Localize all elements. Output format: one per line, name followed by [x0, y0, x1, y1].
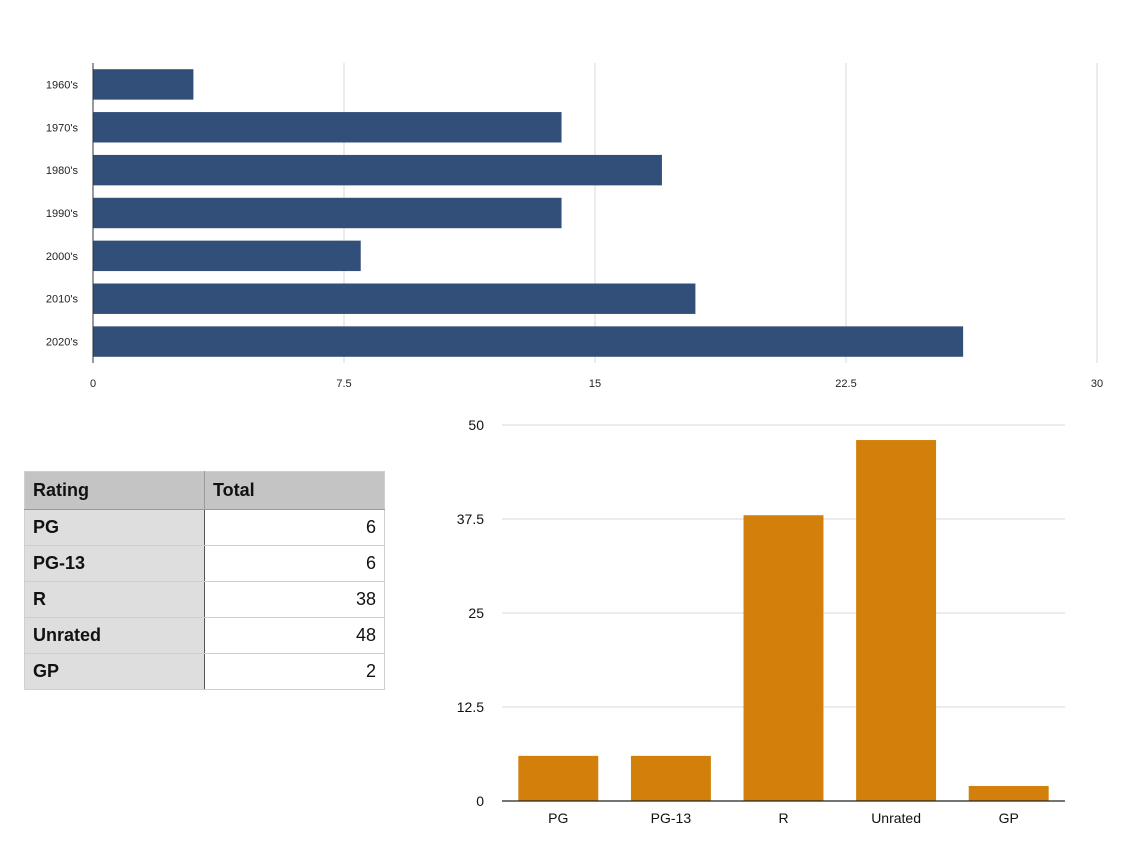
table-header-row: Rating Total [24, 471, 385, 510]
y-tick-label: 0 [476, 793, 484, 809]
bar [93, 112, 562, 143]
x-tick-label: 22.5 [835, 378, 856, 390]
total-cell: 38 [204, 581, 385, 618]
y-tick-label: 37.5 [457, 511, 484, 527]
category-label: 1990's [46, 208, 79, 220]
header-total: Total [204, 471, 385, 510]
category-label: GP [999, 810, 1019, 826]
total-cell: 48 [204, 617, 385, 654]
bar [93, 283, 696, 314]
bar [93, 240, 361, 272]
bar [93, 197, 562, 229]
bar [93, 326, 964, 357]
x-tick-label: 15 [589, 378, 601, 390]
header-rating: Rating [24, 471, 205, 510]
category-label: 2020's [46, 337, 79, 349]
table-row: Unrated 48 [24, 617, 385, 654]
y-tick-label: 50 [468, 417, 484, 433]
table-row: GP 2 [24, 653, 385, 690]
x-tick-label: 0 [90, 378, 96, 390]
category-label: Unrated [871, 810, 921, 826]
category-label: PG [548, 810, 568, 826]
category-label: 1980's [46, 165, 79, 177]
bar [93, 69, 194, 100]
rating-cell: GP [24, 653, 205, 690]
rating-cell: Unrated [24, 617, 205, 654]
total-cell: 6 [204, 509, 385, 546]
y-tick-label: 25 [468, 605, 484, 621]
total-cell: 2 [204, 653, 385, 690]
total-cell: 6 [204, 545, 385, 582]
table-row: PG 6 [24, 509, 385, 546]
category-label: 2000's [46, 251, 79, 263]
bar [743, 515, 824, 801]
bar [518, 755, 599, 801]
category-label: 1970's [46, 122, 79, 134]
rating-cell: R [24, 581, 205, 618]
category-label: PG-13 [651, 810, 692, 826]
rating-table: Rating Total PG 6 PG-13 6 R 38 Unrated 4… [24, 471, 385, 690]
bar [968, 785, 1049, 801]
rating-cell: PG-13 [24, 545, 205, 582]
x-tick-label: 30 [1091, 378, 1103, 390]
x-tick-label: 7.5 [336, 378, 351, 390]
category-label: R [778, 810, 788, 826]
rating-cell: PG [24, 509, 205, 546]
bar [856, 440, 937, 801]
y-tick-label: 12.5 [457, 699, 484, 715]
table-row: PG-13 6 [24, 545, 385, 582]
table-row: R 38 [24, 581, 385, 618]
category-label: 1960's [46, 79, 79, 91]
category-label: 2010's [46, 294, 79, 306]
bar [630, 755, 711, 801]
bar [93, 154, 662, 186]
